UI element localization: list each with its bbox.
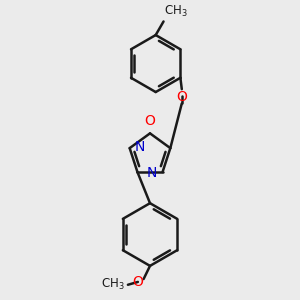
Text: N: N: [147, 166, 158, 180]
Text: O: O: [132, 275, 143, 289]
Text: O: O: [145, 114, 155, 128]
Text: O: O: [176, 90, 187, 104]
Text: CH$_3$: CH$_3$: [164, 4, 188, 19]
Text: CH$_3$: CH$_3$: [101, 277, 125, 292]
Text: N: N: [135, 140, 145, 154]
